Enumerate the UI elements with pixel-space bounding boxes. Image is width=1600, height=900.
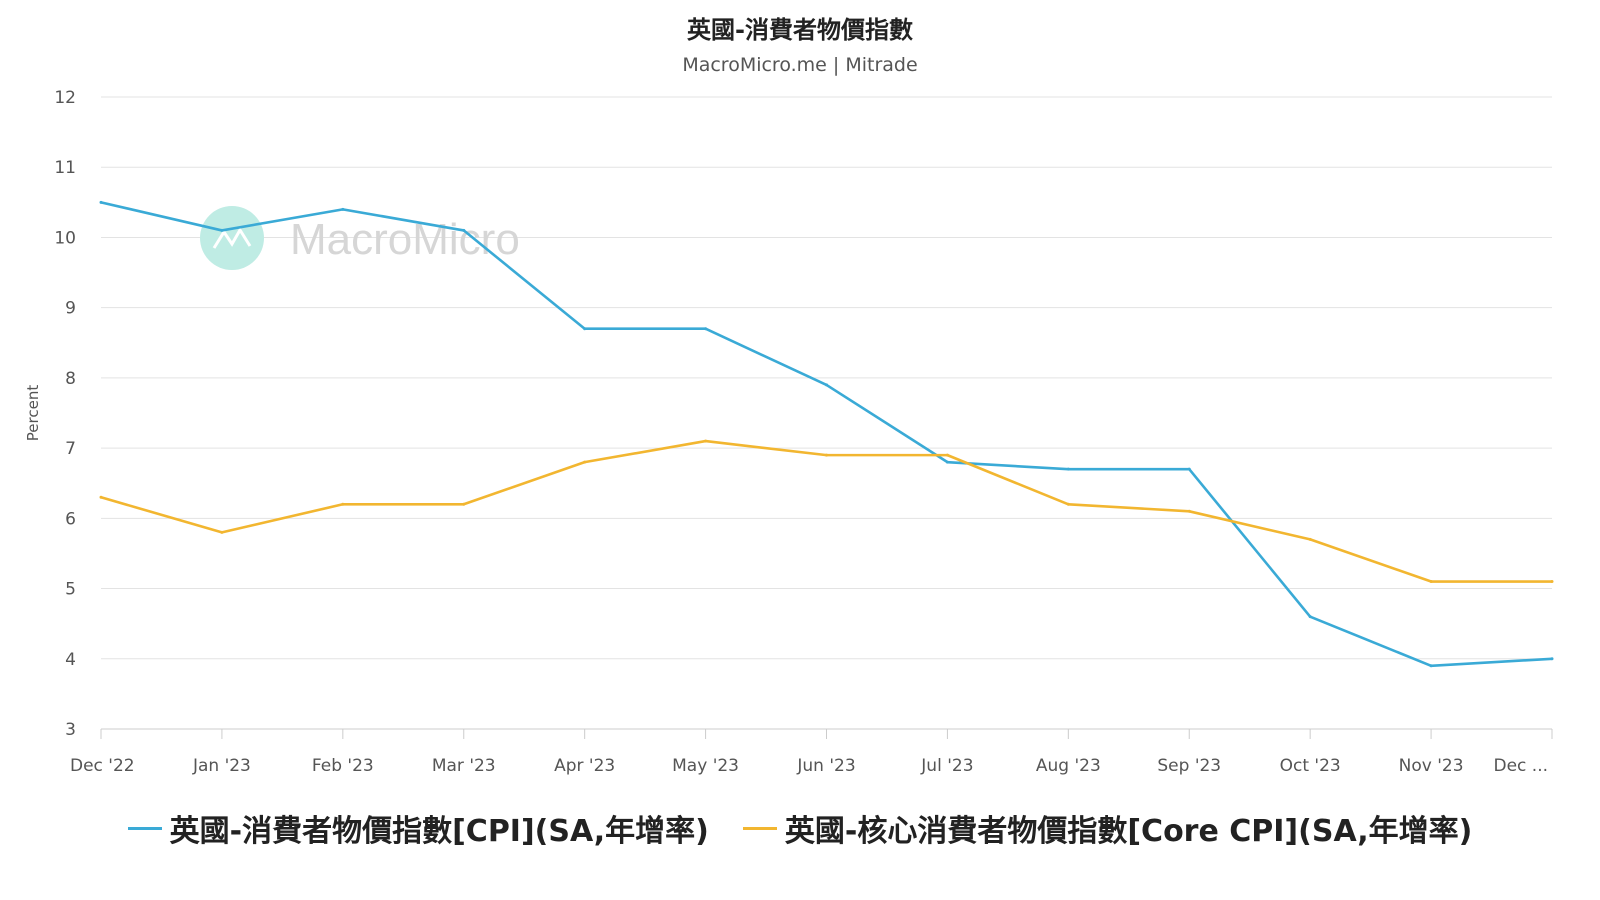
y-tick-label: 5 — [65, 580, 76, 600]
data-point — [1550, 657, 1554, 661]
y-axis-label: Percent — [24, 385, 42, 442]
axes: 3 4 5 6 7 8 9 10 11 12 Dec '22 Jan '23 Feb '23 Mar '2… — [24, 88, 1553, 776]
series-line-0 — [100, 201, 1553, 668]
x-tick-label: Dec ... — [1493, 756, 1548, 776]
data-point — [583, 460, 587, 464]
y-tick-label: 12 — [54, 88, 76, 108]
x-tick-label: Jan '23 — [192, 756, 251, 776]
legend: 英國-消費者物價指數[CPI](SA,年增率) 英國-核心消費者物價指數[Cor… — [0, 806, 1600, 850]
legend-swatch-core-cpi — [742, 826, 777, 830]
y-tick-label: 3 — [65, 720, 76, 740]
data-point — [1187, 467, 1191, 471]
legend-label-cpi: 英國-消費者物價指數[CPI](SA,年增率) — [169, 814, 709, 849]
watermark-text: MacroMicro — [290, 215, 520, 264]
data-point — [220, 228, 224, 232]
data-point — [1429, 580, 1433, 584]
data-point — [462, 502, 466, 506]
data-point — [462, 228, 466, 232]
x-tick-label: Jul '23 — [920, 756, 973, 776]
data-point — [1066, 467, 1070, 471]
data-point — [583, 327, 587, 331]
data-point — [1308, 537, 1312, 541]
data-point — [704, 439, 708, 443]
y-tick-label: 11 — [54, 158, 76, 178]
data-point — [1429, 664, 1433, 668]
x-tick-label: Aug '23 — [1036, 756, 1101, 776]
y-tick-label: 8 — [65, 369, 76, 389]
y-tick-label: 6 — [65, 509, 76, 529]
data-point — [220, 530, 224, 534]
watermark-logo-mark — [212, 227, 252, 249]
data-point — [99, 495, 103, 499]
grid-lines — [101, 96, 1552, 660]
legend-label-core-cpi: 英國-核心消費者物價指數[Core CPI](SA,年增率) — [784, 814, 1473, 849]
data-point — [945, 460, 949, 464]
data-point — [341, 207, 345, 211]
x-tick-label: Oct '23 — [1280, 756, 1341, 776]
series-group — [99, 200, 1554, 668]
watermark-logo-icon — [200, 206, 264, 270]
data-point — [99, 200, 103, 204]
x-tick-label: Nov '23 — [1399, 756, 1464, 776]
line-chart: MacroMicro 3 4 5 6 7 8 9 10 11 12 Dec '22 Jan '23 Fe… — [24, 88, 1554, 776]
data-point — [704, 327, 708, 331]
x-tick-label: Jun '23 — [796, 756, 855, 776]
x-tick-label: Dec '22 — [70, 756, 135, 776]
data-point — [825, 453, 828, 457]
series-line-1 — [100, 439, 1552, 583]
legend-item-cpi[interactable]: 英國-消費者物價指數[CPI](SA,年增率) — [127, 806, 709, 850]
chart-title: 英國-消費者物價指數 — [687, 16, 913, 44]
x-tick-label: Apr '23 — [554, 756, 615, 776]
x-tick-label: Sep '23 — [1157, 756, 1221, 776]
x-tick-label: May '23 — [672, 756, 739, 776]
legend-swatch-cpi — [127, 826, 162, 830]
chart-subtitle: MacroMicro.me | Mitrade — [682, 54, 918, 76]
x-tick-label: Feb '23 — [312, 756, 374, 776]
data-point — [341, 502, 345, 506]
data-point — [1187, 509, 1191, 513]
data-point — [1066, 502, 1070, 506]
y-tick-label: 4 — [65, 650, 76, 670]
data-point — [825, 383, 828, 387]
y-tick-label: 10 — [54, 228, 76, 248]
x-tick-label: Mar '23 — [432, 756, 496, 776]
y-tick-label: 9 — [65, 299, 76, 319]
legend-item-core-cpi[interactable]: 英國-核心消費者物價指數[Core CPI](SA,年增率) — [742, 806, 1473, 850]
data-point — [945, 453, 949, 457]
watermark: MacroMicro — [200, 206, 520, 270]
data-point — [1308, 615, 1312, 619]
data-point — [1550, 580, 1554, 584]
y-tick-label: 7 — [65, 439, 76, 459]
